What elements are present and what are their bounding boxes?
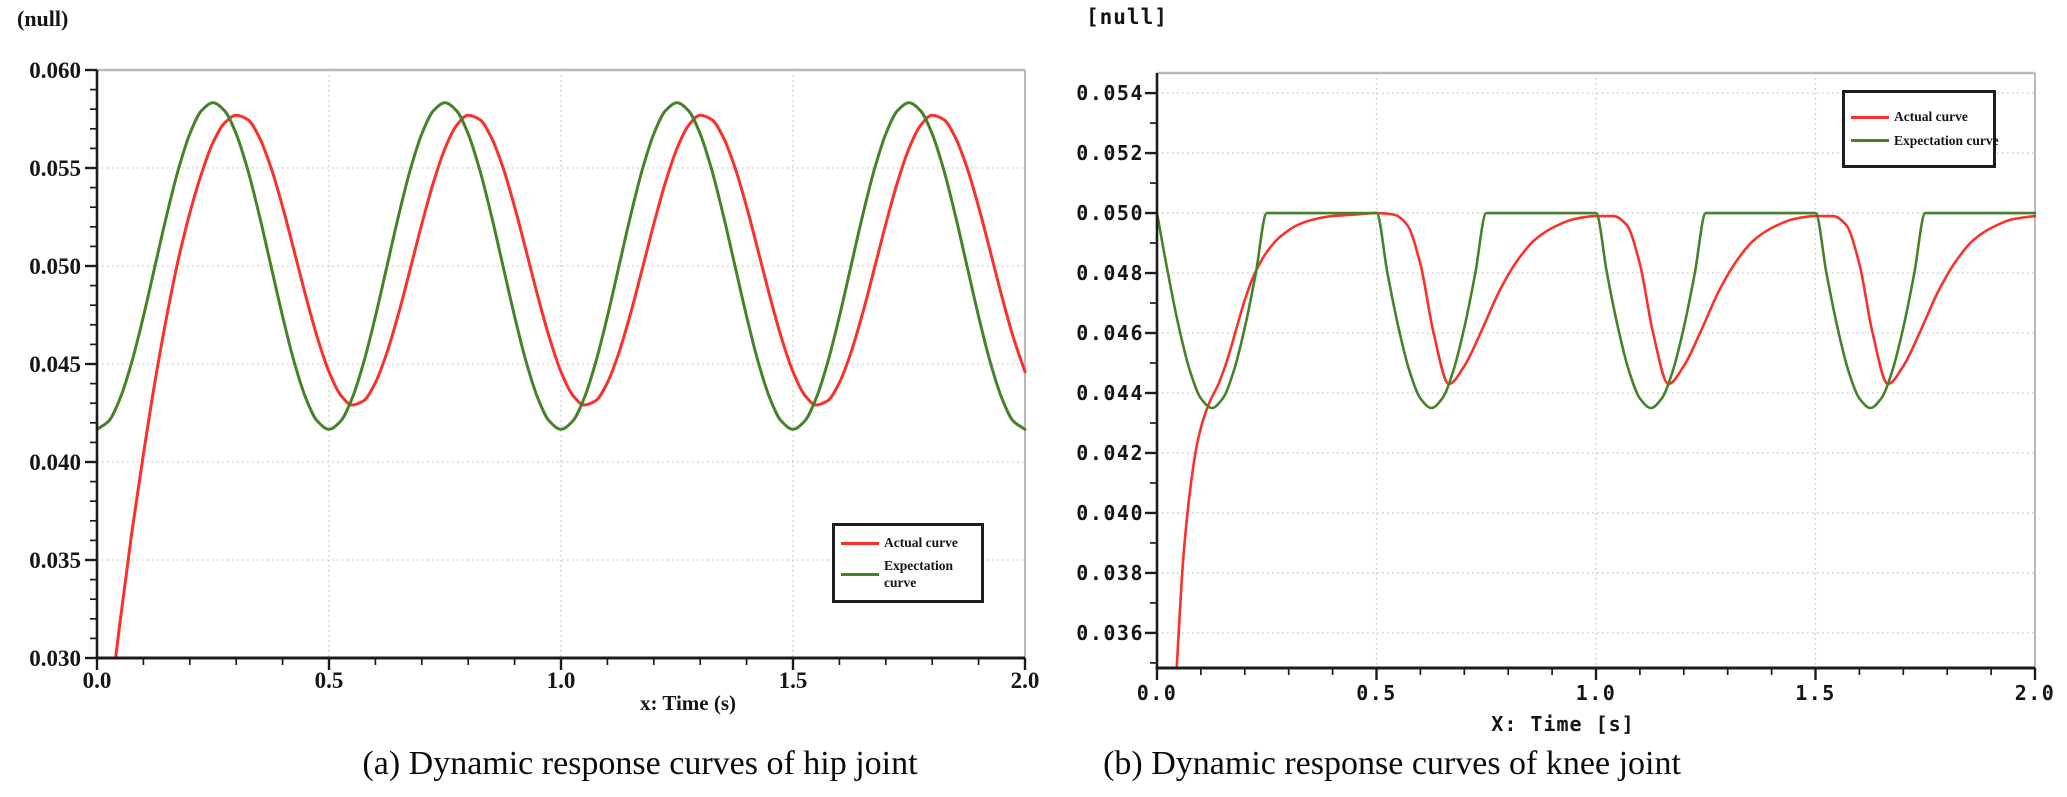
caption-b: (b) Dynamic response curves of knee join… bbox=[1103, 745, 1681, 782]
chart-a-title: (null) bbox=[17, 6, 69, 31]
x-tick-label: 0.5 bbox=[315, 668, 344, 693]
actual-curve-path bbox=[114, 113, 1027, 660]
expectation-curve-swatch bbox=[841, 573, 879, 577]
y-tick-label: 0.048 bbox=[1076, 261, 1144, 285]
y-tick-label: 0.046 bbox=[1076, 321, 1144, 345]
y-tick-label: 0.060 bbox=[29, 58, 81, 83]
expectation-curve-path bbox=[1155, 211, 2037, 410]
legend-item-actual: Actual curve bbox=[1851, 109, 1989, 125]
y-tick-label: 0.052 bbox=[1076, 141, 1144, 165]
y-tick-label: 0.044 bbox=[1076, 381, 1144, 405]
x-tick-label: 0.5 bbox=[1356, 681, 1397, 705]
chart-a-legend: Actual curve Expectation curve bbox=[832, 523, 984, 603]
chart-b-title: [null] bbox=[1086, 5, 1168, 29]
y-tick-label: 0.036 bbox=[1076, 621, 1144, 645]
expectation-curve-swatch bbox=[1851, 139, 1889, 143]
legend-label-actual: Actual curve bbox=[1894, 109, 1968, 125]
x-tick-label: 0.0 bbox=[1137, 681, 1178, 705]
x-tick-label: 1.0 bbox=[1576, 681, 1617, 705]
chart-b-xaxis-label: X: Time [s] bbox=[1491, 712, 1635, 736]
caption-a: (a) Dynamic response curves of hip joint bbox=[362, 745, 918, 782]
chart-b-legend: Actual curve Expectation curve bbox=[1842, 90, 1999, 168]
y-tick-label: 0.042 bbox=[1076, 441, 1144, 465]
legend-label-expectation: Expectation curve bbox=[1894, 132, 1999, 148]
y-tick-label: 0.045 bbox=[29, 352, 81, 377]
y-tick-label: 0.054 bbox=[1076, 81, 1144, 105]
legend-item-expectation: Expectation curve bbox=[1851, 133, 1999, 149]
legend-item-actual: Actual curve bbox=[841, 535, 977, 551]
actual-curve-swatch bbox=[1851, 115, 1889, 119]
y-tick-label: 0.040 bbox=[1076, 501, 1144, 525]
y-tick-label: 0.040 bbox=[29, 450, 81, 475]
y-tick-label: 0.035 bbox=[29, 548, 81, 573]
y-tick-label: 0.038 bbox=[1076, 561, 1144, 585]
expectation-curve-path bbox=[95, 101, 1027, 431]
legend-label-actual: Actual curve bbox=[884, 535, 958, 551]
legend-item-expectation: Expectation curve bbox=[841, 558, 977, 590]
y-tick-label: 0.050 bbox=[1076, 201, 1144, 225]
y-tick-label: 0.055 bbox=[29, 156, 81, 181]
x-tick-label: 2.0 bbox=[1011, 668, 1040, 693]
x-tick-label: 0.0 bbox=[83, 668, 112, 693]
x-tick-label: 2.0 bbox=[2015, 681, 2056, 705]
chart-b-plot: 0.054 0.052 0.050 0.048 0.046 0.044 0.042 0.040… bbox=[1076, 71, 2056, 705]
y-tick-label: 0.050 bbox=[29, 254, 81, 279]
legend-label-expectation: Expectation curve bbox=[884, 558, 953, 590]
chart-a-xaxis-label: x: Time (s) bbox=[639, 691, 737, 715]
y-tick-label: 0.030 bbox=[29, 646, 81, 671]
x-tick-label: 1.0 bbox=[547, 668, 576, 693]
x-tick-label: 1.5 bbox=[779, 668, 808, 693]
actual-curve-path bbox=[1175, 211, 2037, 668]
x-tick-label: 1.5 bbox=[1795, 681, 1836, 705]
actual-curve-swatch bbox=[841, 541, 879, 545]
